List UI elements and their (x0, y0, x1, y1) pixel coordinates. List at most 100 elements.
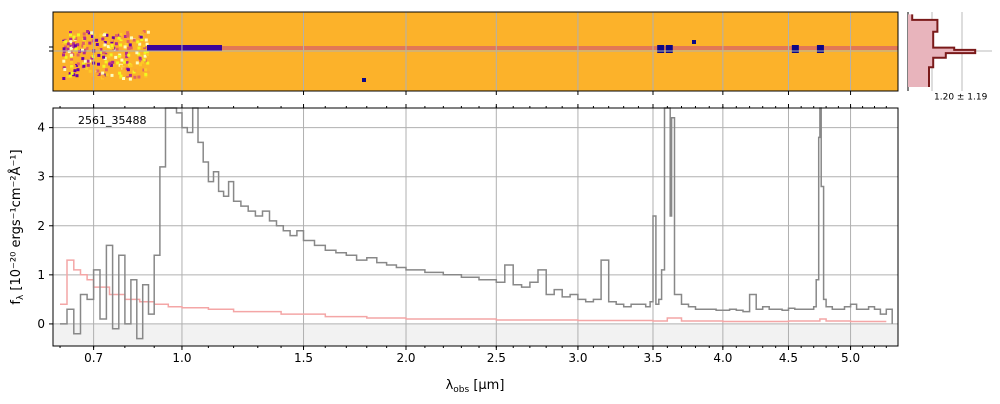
noise-pixel (70, 58, 74, 62)
noise-pixel (86, 59, 90, 63)
noise-pixel (144, 68, 148, 72)
spectrum-2d-frame (52, 11, 899, 92)
noise-pixel (95, 43, 99, 46)
spectrum-2d-features (62, 30, 898, 82)
noise-speck (692, 40, 696, 44)
spectrum-1d-frame (52, 107, 899, 347)
noise-pixel (142, 30, 146, 34)
noise-pixel (72, 65, 76, 68)
noise-pixel (97, 62, 100, 66)
emission-blob (657, 45, 665, 53)
noise-pixel (104, 68, 108, 72)
noise-pixel (119, 47, 123, 51)
noise-pixel (124, 42, 128, 46)
noise-pixel (122, 60, 126, 64)
noise-pixel (95, 72, 99, 75)
noise-pixel (82, 51, 86, 55)
noise-pixel (69, 37, 73, 41)
flux-spectrum-line (60, 107, 893, 340)
noise-pixel (100, 51, 104, 55)
noise-pixel (73, 44, 77, 48)
x-axis-ticks: 0.7 1.0 1.5 2.0 2.5 3.0 3.5 4.0 4.5 5.0 (59, 91, 887, 365)
noise-pixel (121, 56, 125, 60)
noise-pixel (141, 60, 145, 64)
noise-pixel (78, 50, 82, 54)
noise-pixel (139, 63, 142, 67)
noise-pixel (142, 58, 146, 62)
noise-pixel (62, 59, 66, 63)
noise-pixel (104, 60, 108, 64)
noise-pixel (144, 34, 148, 37)
noise-pixel (109, 53, 113, 57)
noise-pixel (103, 41, 107, 44)
noise-pixel (64, 45, 67, 49)
spectrum-1d-panel: 0.7 1.0 1.5 2.0 2.5 3.0 3.5 4.0 4.5 5.0 0 1 2 3 4 256… (37, 91, 899, 365)
noise-pixel (129, 46, 133, 50)
noise-pixel (126, 31, 130, 35)
noise-pixel (102, 64, 106, 68)
noise-pixel (64, 40, 68, 44)
noise-pixel (69, 33, 72, 37)
noise-pixel (139, 58, 143, 62)
noise-pixel (97, 48, 101, 52)
noise-pixel (128, 73, 132, 77)
spectrum-2d-panel (49, 11, 899, 92)
noise-pixel (72, 35, 76, 39)
noise-pixel (138, 56, 142, 60)
noise-pixel (105, 73, 109, 77)
noise-pixel (66, 42, 70, 46)
y-tick-label: 2 (37, 219, 45, 233)
noise-pixel (114, 55, 118, 59)
noise-pixel (137, 75, 141, 79)
noise-pixel (123, 58, 127, 62)
trace-faint (222, 46, 898, 50)
noise-pixel (101, 75, 105, 79)
noise-pixel (139, 35, 143, 39)
noise-pixel (97, 45, 101, 48)
x-tick-label: 1.5 (294, 351, 313, 365)
noise-pixel (111, 60, 115, 64)
noise-pixel (74, 37, 78, 41)
noise-pixel (82, 62, 85, 66)
y-tick-label: 4 (37, 121, 45, 135)
x-tick-label: 3.5 (643, 351, 662, 365)
y-axis-ticks: 0 1 2 3 4 (37, 121, 53, 331)
x-tick-label: 1.0 (172, 351, 191, 365)
noise-pixel (132, 70, 136, 74)
noise-pixel (85, 46, 89, 50)
noise-pixel (129, 64, 132, 68)
noise-pixel (126, 40, 130, 43)
noise-pixel (133, 75, 137, 79)
noise-pixel (86, 30, 90, 33)
noise-pixel (118, 71, 122, 75)
noise-pixel (144, 72, 148, 76)
noise-pixel (76, 68, 80, 72)
noise-pixel (146, 70, 150, 74)
noise-pixel (72, 73, 76, 77)
noise-pixel (74, 47, 78, 51)
noise-pixel (95, 38, 99, 42)
x-tick-label: 0.7 (84, 351, 103, 365)
noise-pixel (62, 77, 66, 80)
emission-blob (665, 45, 673, 53)
noise-pixel (76, 30, 80, 34)
noise-pixel (107, 55, 111, 59)
noise-pixel (66, 75, 70, 79)
noise-pixel (125, 51, 128, 55)
emission-blob (816, 45, 824, 53)
noise-pixel (133, 68, 137, 72)
noise-pixel (81, 48, 84, 52)
noise-pixel (106, 45, 110, 49)
noise-pixel (146, 61, 150, 65)
noise-pixel (130, 36, 133, 40)
noise-pixel (142, 44, 146, 48)
noise-pixel (110, 38, 114, 42)
noise-pixel (69, 53, 73, 57)
noise-pixel (126, 46, 130, 50)
noise-pixel (88, 59, 92, 63)
spectrum-1d-grid (53, 108, 898, 346)
noise-pixel (128, 43, 132, 47)
noise-pixel (126, 34, 130, 38)
noise-pixel (73, 30, 77, 34)
